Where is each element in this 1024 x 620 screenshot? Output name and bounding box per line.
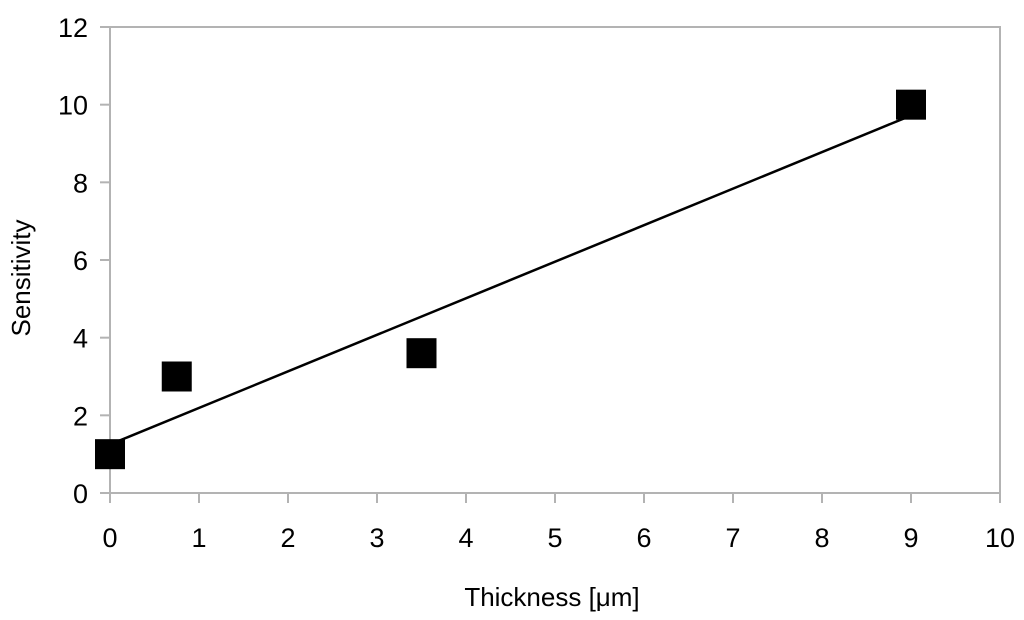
x-tick-label: 10 <box>985 523 1015 553</box>
x-tick-label: 1 <box>191 523 206 553</box>
data-points <box>95 89 926 470</box>
data-point <box>95 439 125 470</box>
y-tick-label: 6 <box>73 246 88 276</box>
trendline <box>109 114 912 446</box>
plot-area-frame <box>109 26 1001 494</box>
y-tick-label: 2 <box>73 401 88 431</box>
y-tick-label: 12 <box>58 13 88 43</box>
y-tick-label: 0 <box>73 479 88 509</box>
x-tick-label: 8 <box>814 523 829 553</box>
data-point <box>406 338 437 369</box>
x-tick-label: 0 <box>102 523 117 553</box>
y-tick-label: 8 <box>73 168 88 198</box>
x-tick-label: 5 <box>547 523 562 553</box>
x-tick-label: 3 <box>369 523 384 553</box>
y-axis-ticks: 0 2 4 6 8 10 12 <box>58 13 110 509</box>
data-point <box>896 89 926 120</box>
trendline-group <box>109 114 912 446</box>
data-point <box>161 361 192 392</box>
y-axis-title: Sensitivity <box>6 219 36 336</box>
x-tick-label: 2 <box>280 523 295 553</box>
x-tick-label: 9 <box>903 523 918 553</box>
y-tick-label: 4 <box>73 324 88 354</box>
x-tick-label: 7 <box>725 523 740 553</box>
x-tick-label: 4 <box>458 523 473 553</box>
x-tick-label: 6 <box>636 523 651 553</box>
x-axis-title: Thickness [μm] <box>464 582 639 612</box>
y-tick-label: 10 <box>58 91 88 121</box>
x-axis-ticks: 0 1 2 3 4 5 6 7 8 9 10 <box>102 493 1015 553</box>
